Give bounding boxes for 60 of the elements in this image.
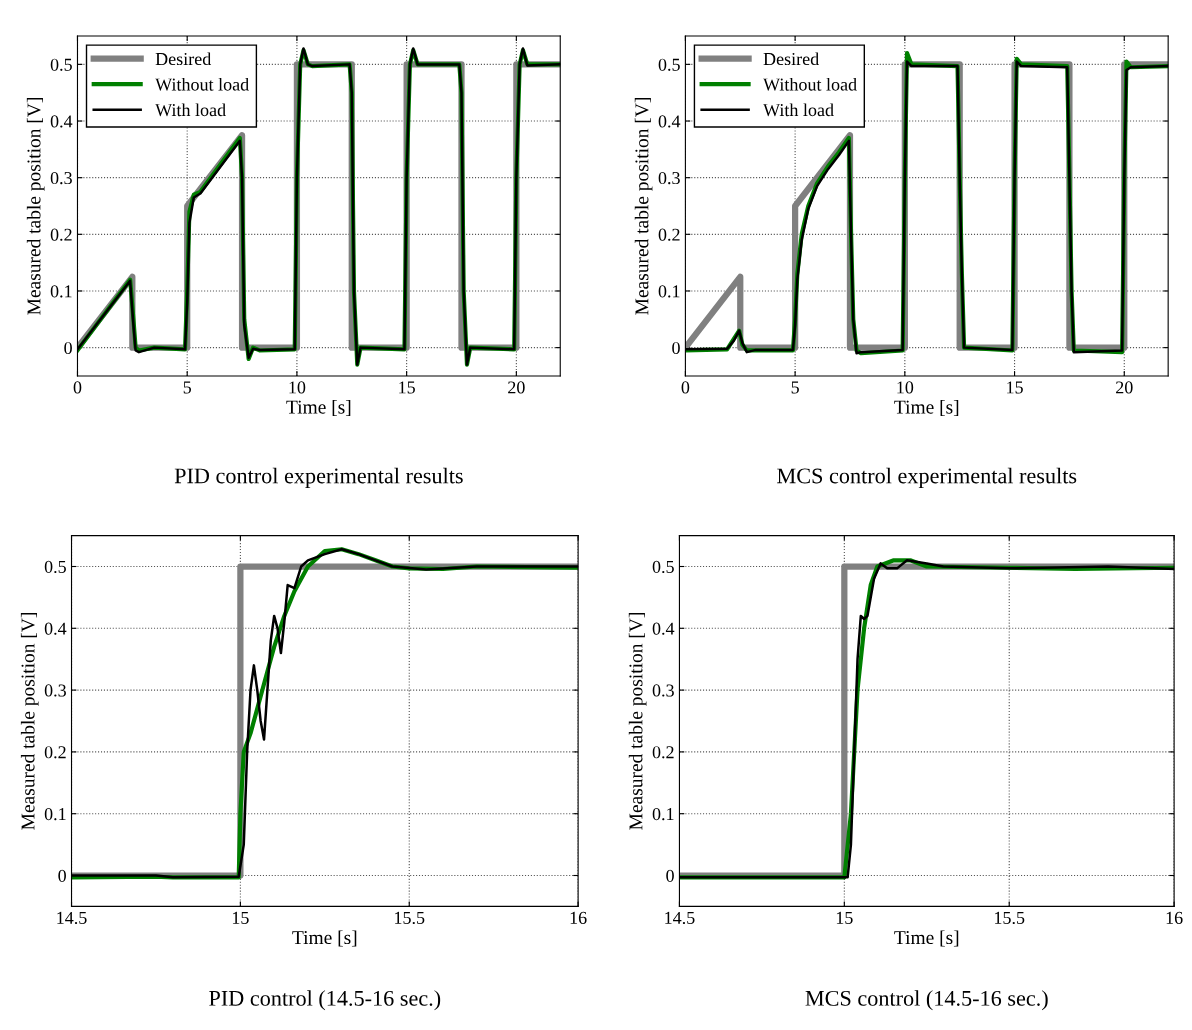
x-tick-label: 14.5 [57,911,87,925]
y-tick-label: 0.2 [652,746,674,759]
x-tick-label: 20 [508,381,525,394]
x-axis-title: Time [s] [894,930,959,947]
text: PID control (14.5-16 sec.) [209,990,441,1011]
y-tick-label: 0.4 [658,115,681,128]
x-tick-label: 5 [183,381,192,394]
y-tick-label: 0.5 [658,58,680,71]
x-tick-label: 16 [1166,911,1183,924]
y-axis-title: Measured table position [V] [634,98,653,315]
y-tick-label: 0.2 [44,746,66,759]
x-tick-label: 15 [836,911,853,924]
y-tick-label: 0.2 [658,228,680,241]
x-tick-label: 0 [681,381,690,394]
legend-label: Without load [155,77,249,91]
x-tick-label: 10 [897,381,914,394]
y-axis-title: Measured table position [V] [26,98,45,315]
y-tick-label: 0.3 [658,171,680,185]
x-tick-label: 15 [399,381,415,394]
y-tick-label: 0.5 [50,58,72,71]
x-tick-label: 15.5 [395,911,425,925]
x-tick-label: 0 [73,381,82,394]
text: PID control experimental results [174,467,463,488]
y-tick-label: 0 [58,869,66,882]
legend-label: Desired [155,52,212,66]
y-tick-label: 0.5 [652,560,674,574]
y-tick-label: 0.1 [50,285,72,298]
y-tick-label: 0.4 [652,622,675,635]
x-tick-label: 16 [570,911,587,924]
y-tick-label: 0 [64,341,72,355]
y-tick-label: 0.1 [44,807,66,821]
legend-label: Desired [763,52,819,66]
y-tick-label: 0.2 [50,228,72,241]
legend-label: With load [155,103,226,117]
x-tick-label: 15 [232,911,249,924]
y-tick-label: 0.4 [50,115,73,128]
x-tick-label: 20 [1116,381,1133,394]
legend-label: Without load [763,77,857,91]
x-tick-label: 5 [791,381,799,394]
x-tick-label: 14.5 [665,911,695,925]
x-tick-label: 15.5 [995,911,1025,925]
x-tick-label: 15 [1007,381,1023,394]
y-tick-label: 0.1 [652,807,674,821]
x-tick-label: 10 [289,381,306,394]
y-tick-label: 0 [672,341,680,355]
y-tick-label: 0.4 [44,622,67,635]
x-axis-title: Time [s] [292,930,357,947]
x-axis-title: Time [s] [894,399,959,417]
text: MCS control (14.5-16 sec.) [805,990,1048,1011]
y-axis-title: Measured table position [V] [628,613,647,830]
y-axis-title: Measured table position [V] [20,613,39,830]
y-tick-label: 0.3 [652,684,674,697]
y-tick-label: 0.3 [50,171,72,185]
text: MCS control experimental results [777,467,1077,488]
y-tick-label: 0.3 [44,684,66,697]
x-axis-title: Time [s] [286,399,351,417]
y-tick-label: 0 [666,869,674,882]
y-tick-label: 0.1 [658,285,680,298]
legend-label: With load [763,103,834,117]
y-tick-label: 0.5 [44,560,66,574]
